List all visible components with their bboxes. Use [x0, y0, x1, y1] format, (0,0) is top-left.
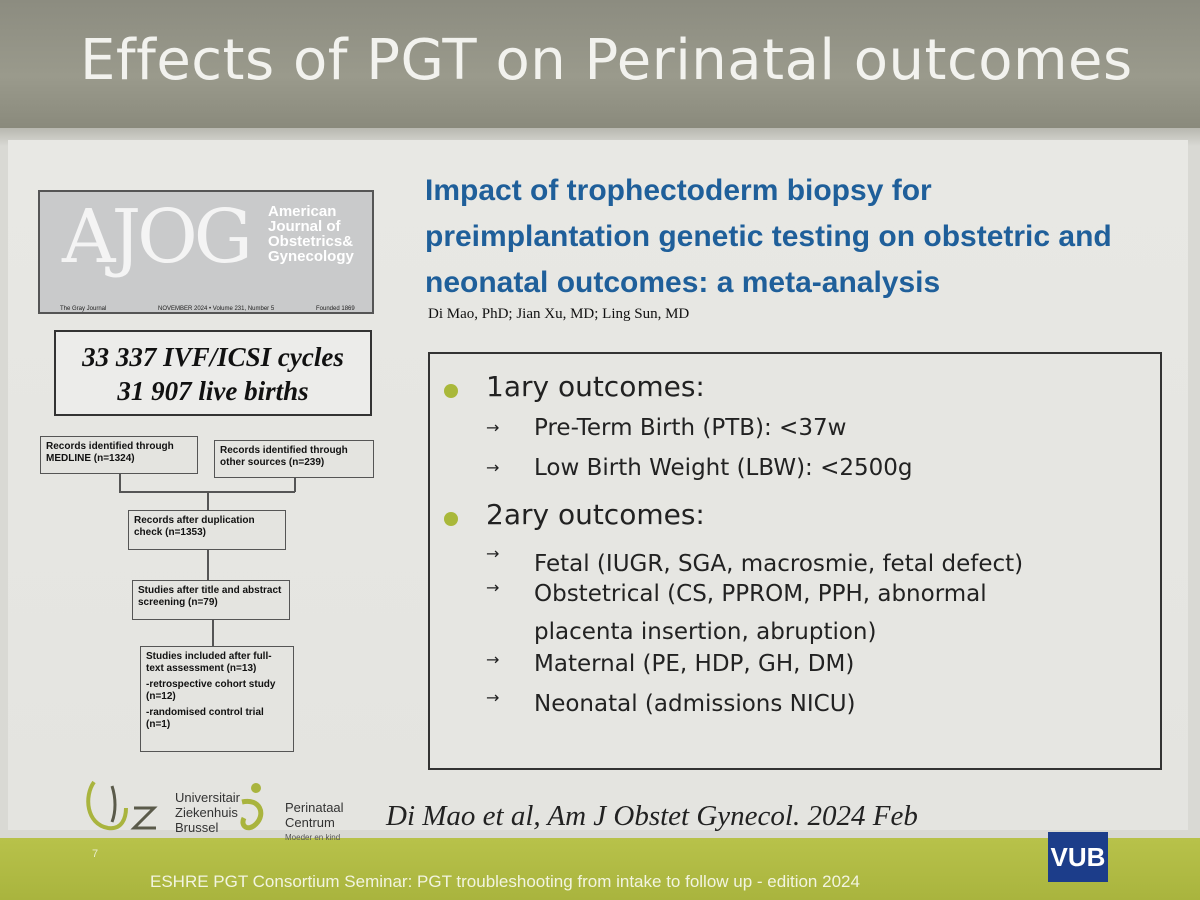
secondary-outcome-item: Neonatal (admissions NICU): [534, 691, 856, 717]
pc-name-line: Centrum: [285, 815, 335, 830]
uz-name-line: Ziekenhuis: [175, 805, 238, 820]
journal-name-line: Obstetrics&: [268, 233, 354, 250]
flow-connector: [207, 550, 209, 580]
journal-name: American Journal of Obstetrics& Gynecolo…: [268, 204, 378, 264]
bullet-icon: [444, 512, 458, 526]
ajog-logo: AJOG: [62, 194, 253, 280]
article-title-line: Impact of trophectoderm biopsy for: [425, 174, 932, 207]
article-title-line: preimplantation genetic testing on obste…: [425, 220, 1112, 253]
flow-box-screening: Studies after title and abstract screeni…: [132, 580, 290, 620]
flow-box-medline: Records identified through MEDLINE (n=13…: [40, 436, 198, 474]
flow-connector: [212, 620, 214, 646]
outcomes-box: 1ary outcomes: → Pre-Term Birth (PTB): <…: [428, 352, 1162, 770]
article-authors: Di Mao, PhD; Jian Xu, MD; Ling Sun, MD: [428, 306, 690, 322]
slide-title: Effects of PGT on Perinatal outcomes: [80, 28, 1133, 93]
article-title-line: neonatal outcomes: a meta-analysis: [425, 266, 941, 299]
secondary-outcome-item: Fetal (IUGR, SGA, macrosmie, fetal defec…: [534, 551, 1024, 577]
secondary-outcome-item-continued: placenta insertion, abruption): [534, 619, 877, 645]
pc-name-line: Perinataal: [285, 800, 344, 815]
footer-band: [0, 838, 1200, 900]
flow-included-sub-cohort: -retrospective cohort study (n=12): [146, 679, 276, 702]
flow-connector: [119, 474, 121, 492]
journal-name-line: Journal of: [268, 218, 341, 235]
uz-brussel-logo-icon: [86, 780, 158, 831]
arrow-icon: →: [486, 458, 500, 477]
vub-logo: VUB: [1048, 832, 1108, 882]
primary-outcomes-heading: 1ary outcomes:: [486, 370, 705, 403]
stats-box: 33 337 IVF/ICSI cycles 31 907 live birth…: [54, 330, 372, 416]
journal-cover: AJOG American Journal of Obstetrics& Gyn…: [38, 190, 374, 314]
journal-tagline: The Gray Journal: [60, 306, 107, 312]
primary-outcome-item: Pre-Term Birth (PTB): <37w: [534, 415, 847, 441]
arrow-icon: →: [486, 544, 500, 563]
perinataal-centrum-name: Perinataal Centrum Moeder en kind: [285, 800, 344, 845]
citation: Di Mao et al, Am J Obstet Gynecol. 2024 …: [386, 800, 918, 832]
stats-cycles: 33 337 IVF/ICSI cycles: [82, 342, 344, 372]
article-title: Impact of trophectoderm biopsy for preim…: [425, 168, 1185, 306]
arrow-icon: →: [486, 578, 500, 597]
uz-name-line: Brussel: [175, 820, 219, 835]
flow-connector: [294, 478, 296, 492]
arrow-icon: →: [486, 650, 500, 669]
journal-name-line: Gynecology: [268, 248, 354, 265]
journal-name-line: American: [268, 203, 337, 220]
pc-tagline: Moeder en kind: [285, 833, 341, 842]
flow-included-label: Studies included after full-text assessm…: [146, 651, 272, 674]
secondary-outcome-item: Maternal (PE, HDP, GH, DM): [534, 651, 855, 677]
journal-issue: NOVEMBER 2024 • Volume 231, Number 5: [158, 306, 275, 312]
flow-box-dedup: Records after duplication check (n=1353): [128, 510, 286, 550]
flow-box-other-sources: Records identified through other sources…: [214, 440, 374, 478]
arrow-icon: →: [486, 688, 500, 707]
slide-number: 7: [92, 848, 99, 860]
secondary-outcome-item: Obstetrical (CS, PPROM, PPH, abnormal: [534, 581, 987, 607]
uz-name-line: Universitair: [175, 790, 241, 805]
journal-founded: Founded 1869: [316, 306, 355, 312]
bullet-icon: [444, 384, 458, 398]
flow-connector: [207, 491, 209, 511]
flow-box-included: Studies included after full-text assessm…: [140, 646, 294, 752]
stats-births: 31 907 live births: [117, 376, 309, 406]
perinataal-centrum-logo-icon: [240, 783, 264, 831]
title-bar: Effects of PGT on Perinatal outcomes: [0, 0, 1200, 128]
secondary-outcomes-heading: 2ary outcomes:: [486, 498, 705, 531]
primary-outcome-item: Low Birth Weight (LBW): <2500g: [534, 455, 913, 481]
flow-included-sub-rct: -randomised control trial (n=1): [146, 707, 264, 730]
arrow-icon: →: [486, 418, 500, 437]
footer-text: ESHRE PGT Consortium Seminar: PGT troubl…: [150, 872, 860, 891]
uz-brussel-name: Universitair Ziekenhuis Brussel: [175, 790, 240, 835]
